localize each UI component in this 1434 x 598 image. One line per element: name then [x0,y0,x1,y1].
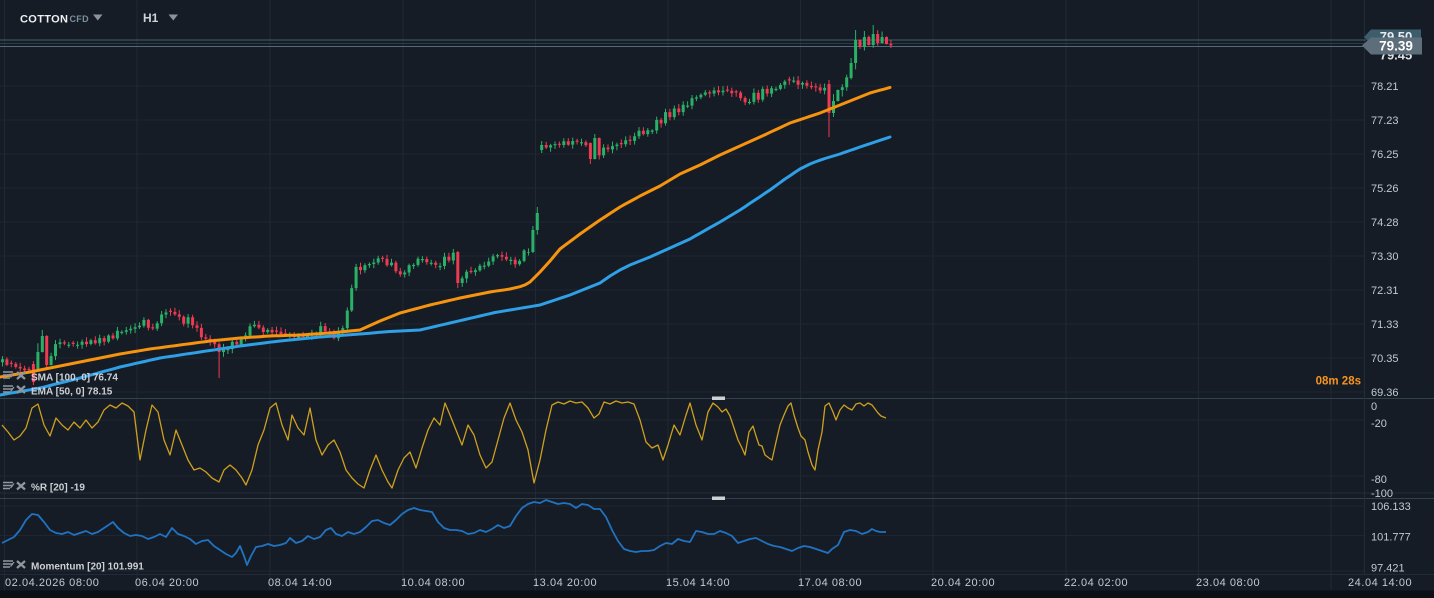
svg-text:15.04 14:00: 15.04 14:00 [666,577,730,589]
svg-text:08.04 14:00: 08.04 14:00 [268,577,332,589]
svg-text:76.25: 76.25 [1371,149,1399,161]
svg-text:Momentum [20] 101.991: Momentum [20] 101.991 [31,562,144,573]
svg-text:COTTON: COTTON [20,14,68,26]
svg-text:24.04 14:00: 24.04 14:00 [1348,577,1412,589]
svg-text:06.04 20:00: 06.04 20:00 [135,577,199,589]
svg-text:H1: H1 [143,11,159,25]
svg-text:69.36: 69.36 [1371,387,1399,399]
svg-text:CFD: CFD [70,14,90,24]
svg-text:%R [20] -19: %R [20] -19 [31,483,85,494]
svg-text:23.04 08:00: 23.04 08:00 [1196,577,1260,589]
svg-text:73.30: 73.30 [1371,251,1399,263]
svg-text:-20: -20 [1371,418,1387,430]
svg-text:71.33: 71.33 [1371,319,1399,331]
svg-text:17.04 08:00: 17.04 08:00 [798,577,862,589]
svg-text:97.421: 97.421 [1371,563,1405,575]
svg-text:77.23: 77.23 [1371,115,1399,127]
svg-text:0: 0 [1371,401,1377,413]
svg-text:72.31: 72.31 [1371,285,1399,297]
svg-text:-100: -100 [1371,488,1393,500]
svg-text:78.21: 78.21 [1371,81,1399,93]
svg-text:-80: -80 [1371,474,1387,486]
svg-text:SMA [100, 0] 76.74: SMA [100, 0] 76.74 [31,373,118,384]
svg-text:13.04 20:00: 13.04 20:00 [533,577,597,589]
svg-text:08m 28s: 08m 28s [1316,376,1361,388]
svg-text:106.133: 106.133 [1371,501,1411,513]
svg-text:70.35: 70.35 [1371,353,1399,365]
svg-text:22.04 02:00: 22.04 02:00 [1064,577,1128,589]
svg-text:10.04 08:00: 10.04 08:00 [401,577,465,589]
svg-text:20.04 20:00: 20.04 20:00 [931,577,995,589]
svg-text:74.28: 74.28 [1371,217,1399,229]
svg-text:101.777: 101.777 [1371,532,1411,544]
svg-text:75.26: 75.26 [1371,183,1399,195]
svg-text:79.39: 79.39 [1379,39,1413,54]
svg-text:02.04.2026 08:00: 02.04.2026 08:00 [5,577,99,589]
svg-text:EMA [50, 0] 78.15: EMA [50, 0] 78.15 [31,387,113,398]
